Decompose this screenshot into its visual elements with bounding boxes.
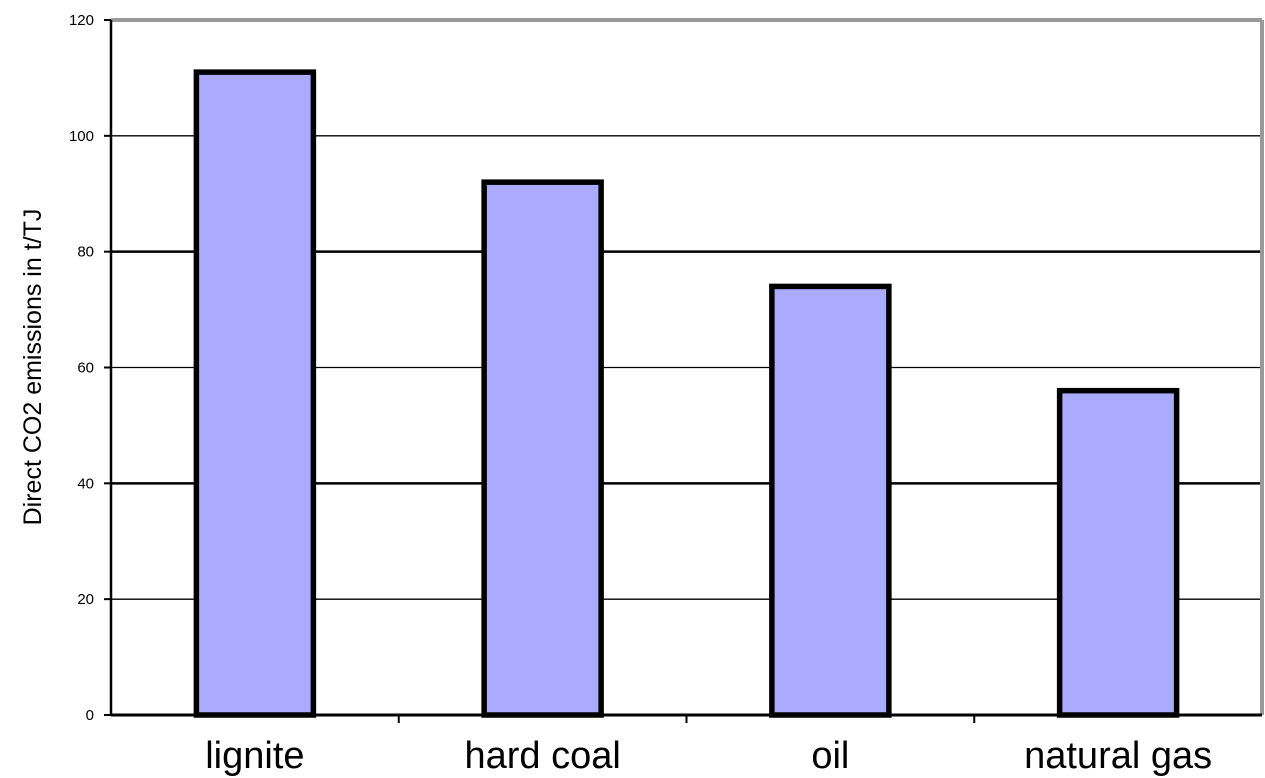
y-axis-label: Direct CO2 emissions in t/TJ: [19, 209, 47, 526]
bar-oil: [769, 283, 892, 718]
bar-natural-gas: [1056, 387, 1180, 718]
x-tick-labels: lignite hard coal oil natural gas: [205, 735, 1212, 777]
y-tick-label: 20: [77, 591, 94, 608]
bar-lignite: [193, 69, 317, 718]
y-tick-labels: 0 20 40 60 80 100 120: [69, 12, 94, 724]
axes: [104, 19, 1262, 723]
bar-hard-coal: [481, 179, 604, 718]
plot-frame: [111, 18, 1264, 715]
bars: [193, 69, 1180, 718]
y-tick-label: 0: [86, 707, 94, 724]
y-tick-label: 60: [77, 360, 94, 377]
y-tick-label: 40: [77, 475, 94, 492]
y-tick-label: 80: [77, 244, 94, 261]
y-tick-label: 120: [69, 12, 94, 29]
x-tick-label: lignite: [205, 735, 304, 777]
x-tick-label: natural gas: [1024, 735, 1212, 777]
x-tick-label: hard coal: [464, 735, 620, 777]
x-tick-label: oil: [811, 735, 849, 777]
y-tick-label: 100: [69, 128, 94, 145]
